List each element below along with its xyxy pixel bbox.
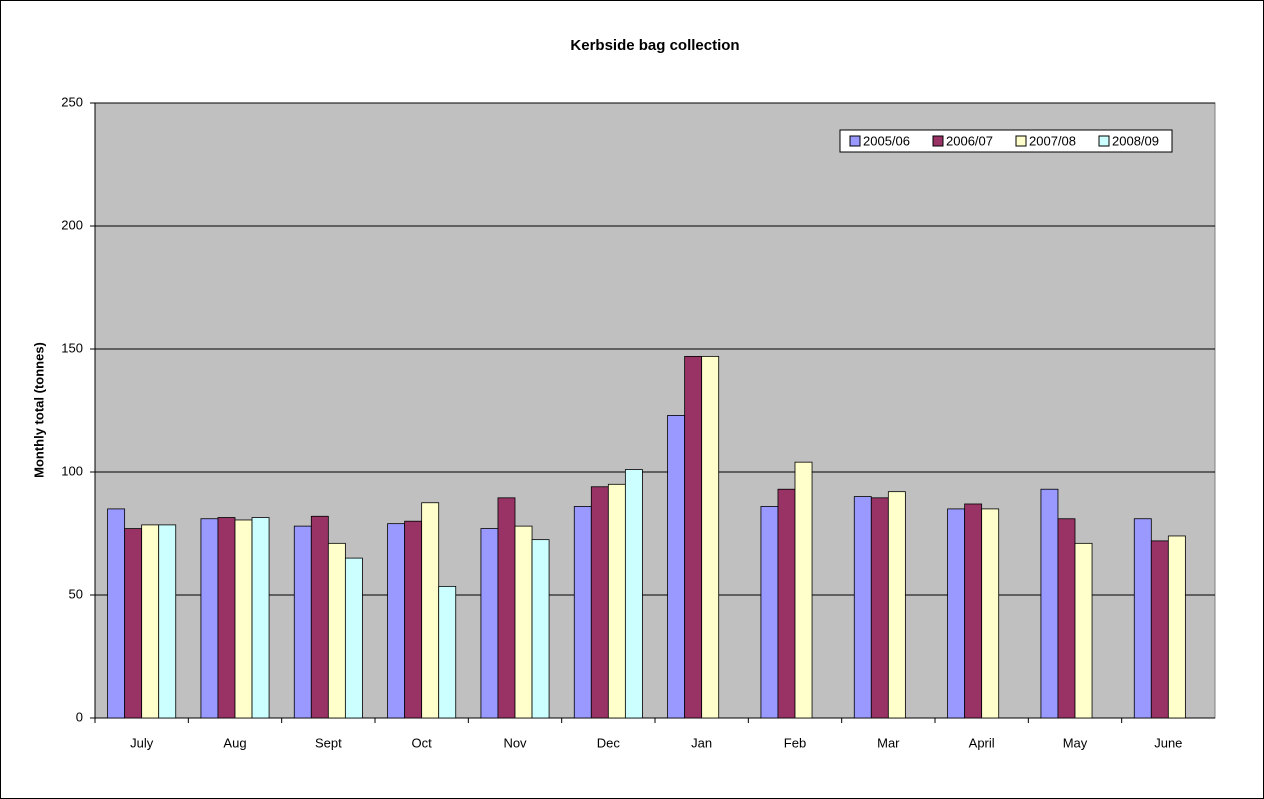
bar: [251, 517, 270, 719]
x-tick-label: Oct: [412, 735, 433, 750]
y-tick-label: 200: [61, 217, 83, 232]
plot-area: [94, 102, 1216, 719]
y-tick-label: 100: [61, 463, 83, 478]
bar: [1040, 488, 1059, 719]
y-axis-label: Monthly total (tonnes): [31, 342, 46, 478]
x-tick-label: May: [1063, 735, 1088, 750]
legend-box: [839, 129, 1173, 153]
bar: [1074, 542, 1093, 719]
bar: [310, 515, 329, 719]
bar: [981, 508, 1000, 719]
legend-label: 2006/07: [946, 133, 993, 148]
bar: [234, 519, 253, 719]
y-tick-label: 50: [69, 586, 83, 601]
bar: [421, 502, 440, 719]
bar: [794, 461, 813, 719]
legend-label: 2008/09: [1112, 133, 1159, 148]
bar: [497, 497, 516, 719]
bar: [404, 520, 423, 719]
x-tick-label: June: [1154, 735, 1182, 750]
bar: [701, 355, 720, 719]
bar: [217, 517, 236, 719]
bar: [200, 518, 219, 719]
bar: [1167, 535, 1186, 719]
bar: [947, 508, 966, 719]
bar: [964, 503, 983, 719]
bar: [1150, 540, 1169, 719]
bar: [684, 355, 703, 719]
bar: [777, 488, 796, 719]
bar: [107, 508, 126, 719]
bar: [387, 523, 406, 719]
chart-title: Kerbside bag collection: [570, 37, 739, 54]
x-tick-label: Dec: [597, 735, 621, 750]
x-tick-label: Aug: [223, 735, 246, 750]
bar: [327, 542, 346, 719]
x-tick-label: Jan: [691, 735, 712, 750]
legend-swatch: [1098, 135, 1110, 147]
bar: [1057, 518, 1076, 719]
y-tick-label: 250: [61, 94, 83, 109]
bar: [1133, 518, 1152, 719]
bar: [887, 491, 906, 719]
x-tick-label: April: [969, 735, 995, 750]
bar: [590, 486, 609, 719]
bar: [344, 557, 363, 719]
x-tick-label: Sept: [315, 735, 342, 750]
bar: [124, 528, 143, 719]
legend-label: 2005/06: [863, 133, 910, 148]
bar: [607, 483, 626, 719]
bar: [293, 525, 312, 719]
bar: [141, 524, 160, 719]
legend-label: 2007/08: [1029, 133, 1076, 148]
x-tick-label: July: [130, 735, 154, 750]
bar: [480, 528, 499, 719]
bar: [438, 585, 457, 719]
x-tick-label: Mar: [877, 735, 900, 750]
bar: [853, 496, 872, 719]
legend-swatch: [849, 135, 861, 147]
bar: [531, 539, 550, 719]
bar: [667, 415, 686, 719]
bar: [514, 525, 533, 719]
legend-swatch: [1015, 135, 1027, 147]
bar: [624, 469, 643, 719]
bar: [870, 497, 889, 719]
x-tick-label: Feb: [784, 735, 806, 750]
bar: [158, 524, 177, 719]
bar: [760, 506, 779, 719]
y-tick-label: 0: [76, 709, 83, 724]
legend-swatch: [932, 135, 944, 147]
bar: [573, 506, 592, 719]
y-tick-label: 150: [61, 340, 83, 355]
x-tick-label: Nov: [503, 735, 527, 750]
